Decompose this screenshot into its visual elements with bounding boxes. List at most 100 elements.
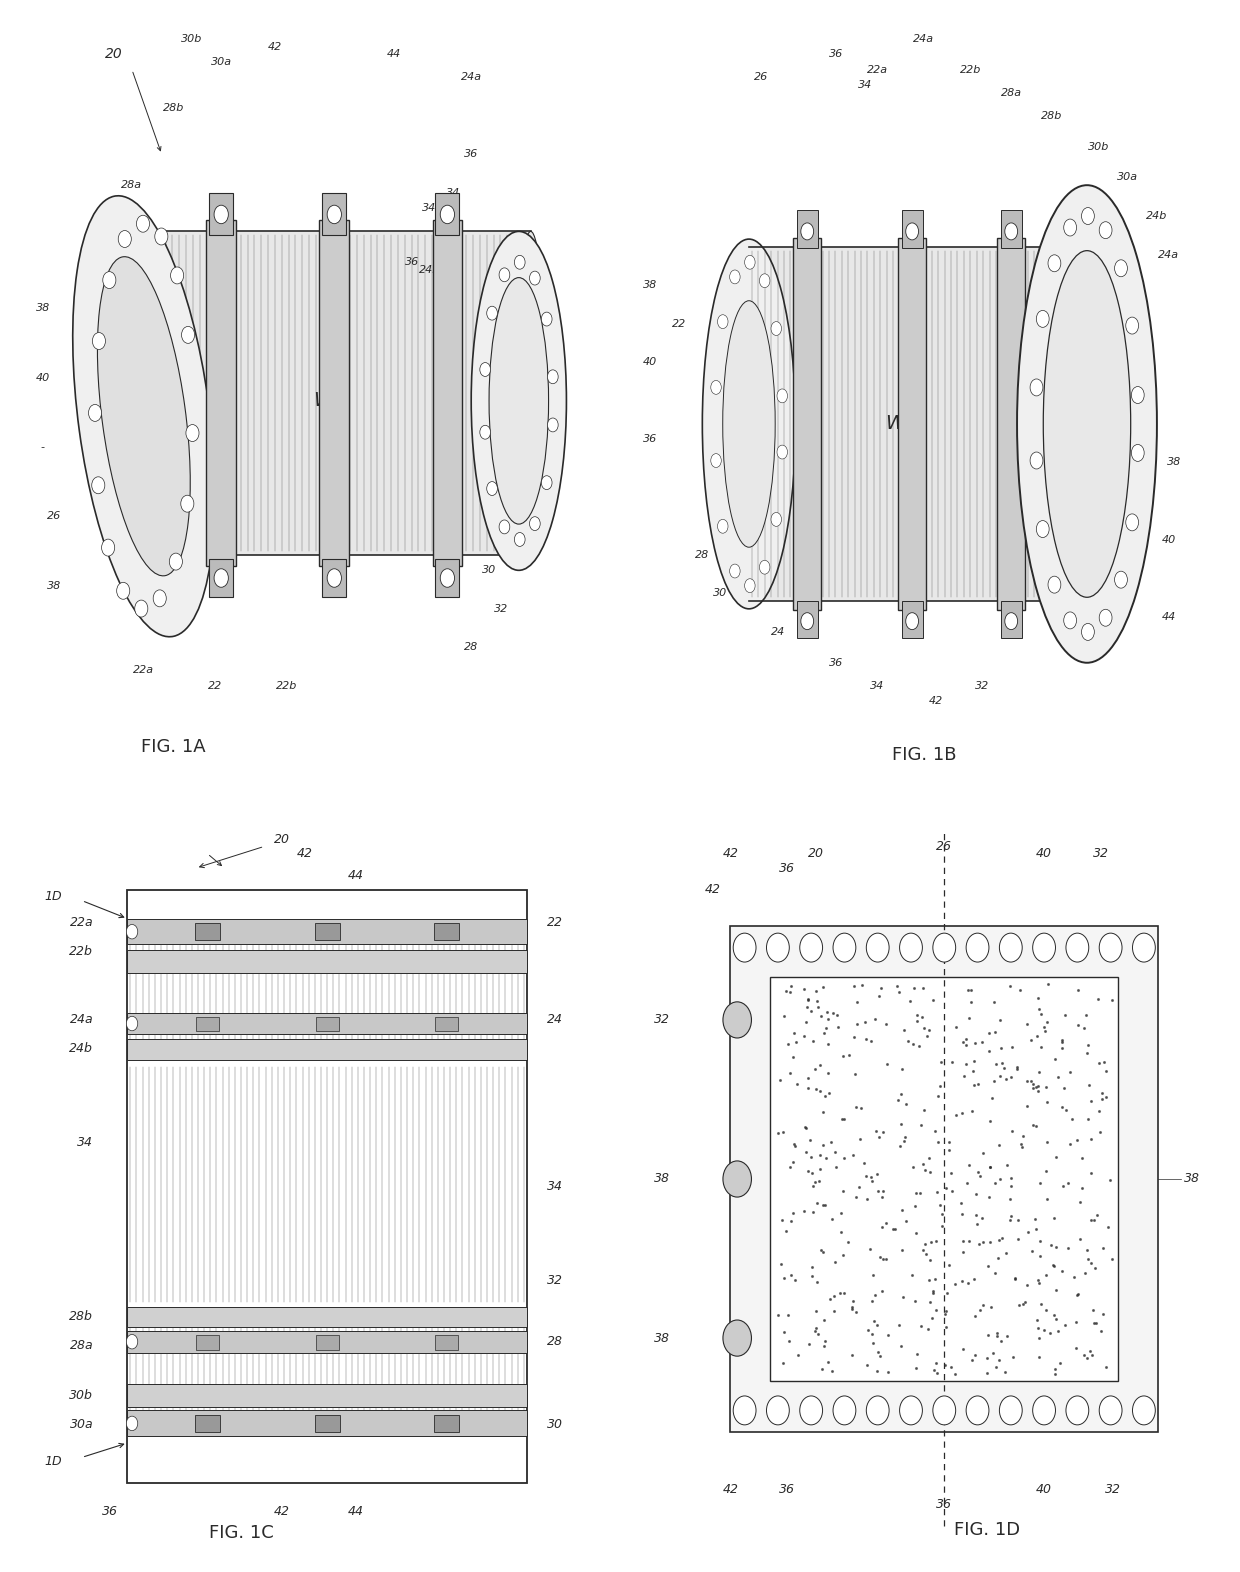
Point — [779, 1031, 799, 1056]
Text: 24b: 24b — [419, 266, 440, 275]
Point — [1078, 1237, 1097, 1262]
Bar — [434, 923, 460, 940]
Point — [914, 1016, 934, 1041]
Point — [973, 1140, 993, 1165]
Point — [774, 1350, 794, 1376]
Circle shape — [327, 569, 341, 588]
Point — [856, 1009, 875, 1034]
Point — [784, 1199, 804, 1225]
Ellipse shape — [141, 231, 171, 555]
Bar — [196, 1335, 218, 1350]
Circle shape — [171, 267, 184, 285]
Point — [985, 1171, 1004, 1196]
Point — [1035, 1262, 1055, 1287]
Point — [1044, 1253, 1064, 1278]
Point — [857, 1185, 877, 1210]
Circle shape — [155, 228, 167, 245]
Point — [957, 1170, 977, 1195]
Point — [1028, 1074, 1048, 1099]
Point — [827, 1003, 847, 1028]
Point — [1045, 1361, 1065, 1387]
Text: 28a: 28a — [1001, 88, 1022, 97]
Point — [849, 1174, 869, 1199]
Point — [843, 1289, 863, 1314]
Point — [992, 1034, 1012, 1060]
Point — [1044, 1357, 1064, 1382]
Circle shape — [966, 1396, 990, 1424]
Text: 38: 38 — [1167, 457, 1182, 467]
Bar — [128, 1331, 527, 1352]
Point — [990, 1166, 1009, 1192]
Point — [1024, 1207, 1044, 1232]
Circle shape — [547, 418, 558, 432]
Text: 38: 38 — [36, 303, 50, 313]
Point — [1001, 1187, 1021, 1212]
Point — [1075, 1261, 1095, 1286]
Point — [813, 1240, 833, 1265]
Circle shape — [1131, 445, 1145, 462]
Circle shape — [92, 476, 105, 494]
Point — [936, 1176, 956, 1201]
Bar — [435, 558, 459, 597]
Point — [955, 1064, 975, 1089]
Text: 38: 38 — [653, 1331, 670, 1344]
Circle shape — [170, 553, 182, 571]
Text: 36: 36 — [780, 861, 795, 874]
Point — [833, 1179, 853, 1204]
Text: W: W — [885, 415, 904, 434]
Text: 20: 20 — [274, 833, 289, 846]
Text: 36: 36 — [103, 1504, 118, 1519]
Point — [878, 1322, 898, 1347]
Circle shape — [215, 206, 228, 223]
Text: 38: 38 — [653, 1173, 670, 1185]
Point — [797, 1159, 817, 1184]
Point — [1047, 1276, 1066, 1302]
Point — [768, 1121, 787, 1146]
Point — [1025, 1217, 1045, 1242]
Point — [941, 1160, 961, 1185]
Circle shape — [1132, 934, 1156, 962]
Point — [930, 1074, 950, 1099]
Text: 38: 38 — [47, 580, 62, 591]
Point — [990, 1063, 1009, 1088]
Point — [779, 1328, 799, 1353]
Point — [835, 1281, 854, 1306]
Point — [1007, 1056, 1027, 1082]
Bar — [434, 1415, 460, 1432]
Circle shape — [833, 934, 856, 962]
Point — [849, 1126, 869, 1151]
Point — [862, 1168, 882, 1193]
Point — [983, 1339, 1003, 1364]
Bar — [128, 890, 527, 1482]
Point — [820, 1082, 839, 1107]
Point — [802, 1262, 822, 1287]
Text: 30a: 30a — [69, 1418, 93, 1432]
Point — [1053, 1028, 1073, 1053]
Point — [1047, 1144, 1066, 1170]
Point — [1100, 1168, 1120, 1193]
Point — [1048, 1064, 1068, 1089]
Text: FIG. 1A: FIG. 1A — [141, 739, 206, 756]
Text: 32: 32 — [547, 1273, 563, 1287]
Text: 40: 40 — [1037, 847, 1052, 860]
Point — [816, 1144, 836, 1170]
Point — [985, 1069, 1004, 1094]
Point — [847, 1011, 867, 1036]
Point — [952, 1269, 972, 1294]
Circle shape — [932, 934, 956, 962]
Circle shape — [899, 934, 923, 962]
Point — [962, 1058, 982, 1083]
Text: 22a: 22a — [867, 64, 888, 74]
Point — [807, 1270, 827, 1295]
Point — [951, 1190, 971, 1215]
Point — [776, 1218, 796, 1243]
Circle shape — [723, 1160, 751, 1198]
Point — [1030, 1170, 1050, 1195]
Point — [1069, 1281, 1089, 1306]
Point — [1078, 1033, 1097, 1058]
Bar — [435, 1017, 459, 1031]
Point — [1096, 1058, 1116, 1083]
Point — [868, 1339, 888, 1364]
Point — [1089, 1097, 1109, 1122]
Text: 32: 32 — [653, 1014, 670, 1027]
